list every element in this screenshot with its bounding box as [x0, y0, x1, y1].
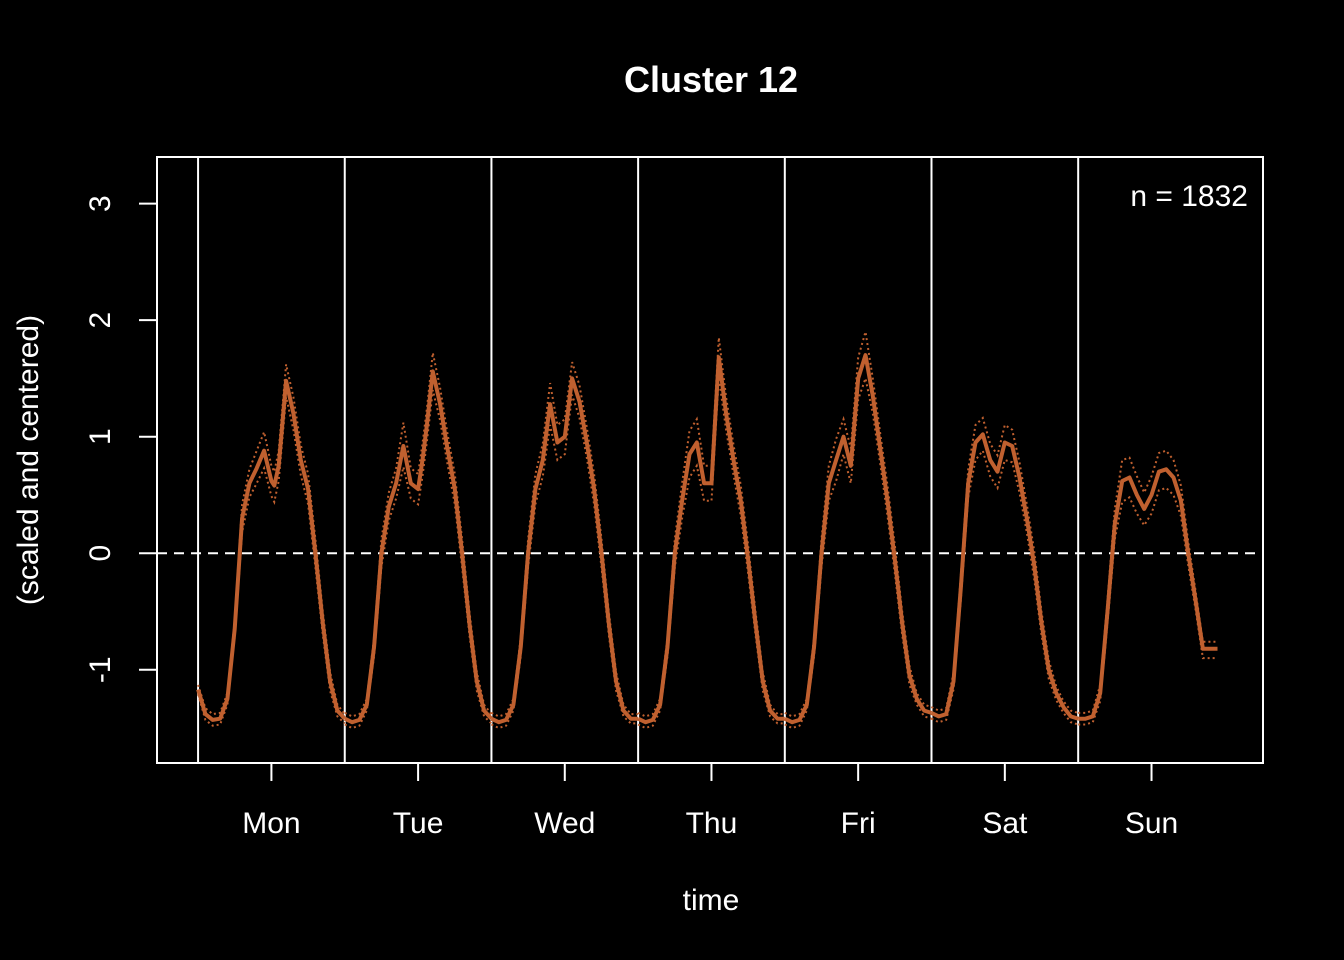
count-annotation: n = 1832	[1130, 180, 1248, 213]
y-tick-label-1: 0	[84, 545, 117, 562]
mean-line-sat	[930, 432, 1079, 721]
plot-area	[156, 156, 1264, 764]
mean-line-sun	[1078, 467, 1218, 721]
lower-band-sat	[931, 448, 1079, 726]
x-tick-label-thu: Thu	[686, 807, 738, 840]
x-tick-label-fri: Fri	[841, 807, 876, 840]
chart-title: Cluster 12	[624, 59, 798, 100]
y-tick-label-4: 3	[84, 195, 117, 212]
x-axis-label: time	[683, 884, 740, 917]
y-axis: -1 0 1 2 3	[84, 195, 157, 683]
y-tick-label-2: 1	[84, 428, 117, 445]
plot-frame	[156, 156, 1264, 764]
x-tick-label-sat: Sat	[982, 807, 1028, 840]
x-tick-label-mon: Mon	[242, 807, 300, 840]
y-tick-label-0: -1	[84, 656, 117, 683]
upper-band-fri	[784, 331, 932, 718]
mean-line-wed	[490, 376, 639, 725]
x-tick-label-sun: Sun	[1125, 807, 1178, 840]
y-axis-label-line2: (scaled and centered)	[12, 315, 45, 605]
day-separators	[197, 157, 1080, 763]
x-tick-label-wed: Wed	[534, 807, 595, 840]
x-axis: Mon Tue Wed Thu Fri Sat Sun	[242, 763, 1178, 840]
mean-line-thu	[637, 355, 785, 725]
mean-line-mon	[196, 378, 347, 722]
mean-line-fri	[783, 353, 933, 725]
y-tick-label-3: 2	[84, 312, 117, 329]
mean-lines	[196, 353, 1218, 725]
mean-line-tue	[343, 369, 493, 725]
x-tick-label-tue: Tue	[393, 807, 444, 840]
